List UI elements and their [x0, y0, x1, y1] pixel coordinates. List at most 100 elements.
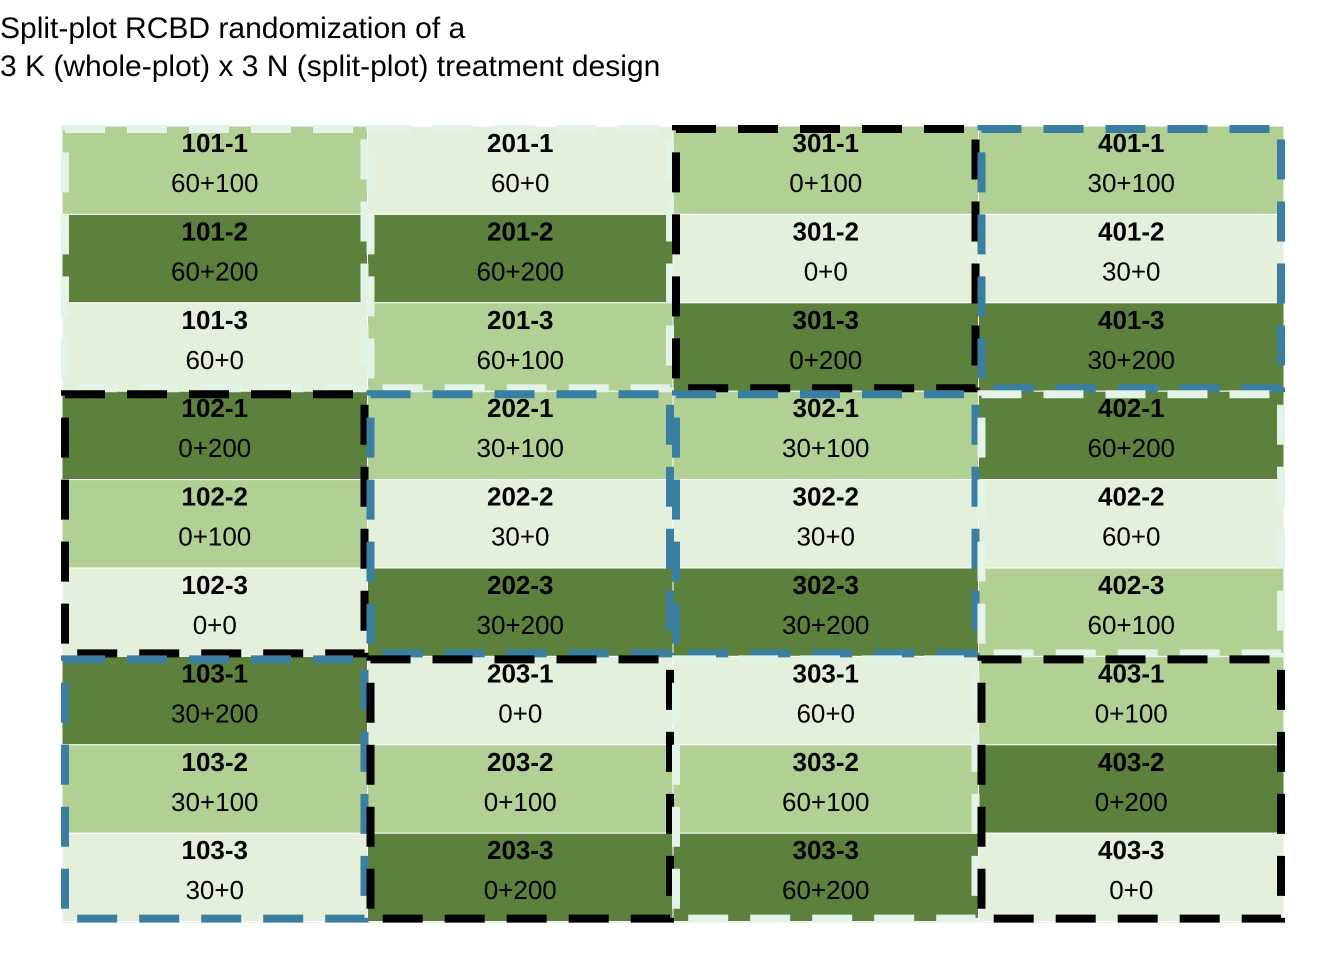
subplot-cell — [978, 479, 1285, 569]
treatment-label: 30+0 — [1102, 256, 1161, 286]
treatment-label: 0+200 — [484, 875, 557, 905]
subplot-cell — [672, 213, 979, 304]
subplot-id-label: 403-3 — [1098, 835, 1165, 865]
subplot-id-label: 203-3 — [487, 835, 554, 865]
treatment-label: 60+100 — [171, 168, 258, 198]
subplot-id-label: 103-3 — [182, 835, 249, 865]
treatment-label: 0+200 — [1095, 787, 1168, 817]
treatment-label: 0+100 — [178, 522, 251, 552]
subplot-cell — [978, 567, 1285, 657]
subplot-id-label: 401-3 — [1098, 305, 1165, 335]
subplot-id-label: 402-2 — [1098, 482, 1165, 512]
subplot-cell — [672, 832, 979, 923]
treatment-label: 30+0 — [491, 522, 550, 552]
subplot-cell — [367, 302, 674, 392]
subplot-id-label: 402-3 — [1098, 570, 1165, 600]
whole-plot-border-203 — [366, 655, 674, 923]
subplot-cell — [672, 567, 979, 657]
subplot-cell — [978, 655, 1285, 746]
treatment-label: 30+0 — [185, 875, 244, 905]
treatment-label: 60+200 — [1088, 433, 1175, 463]
whole-plot-border-302 — [672, 390, 980, 658]
subplot-id-label: 103-2 — [182, 747, 249, 777]
treatment-label: 30+200 — [1088, 345, 1175, 375]
treatment-label: 30+100 — [782, 433, 869, 463]
whole-plot-border-403 — [977, 655, 1285, 923]
treatment-label: 0+100 — [484, 787, 557, 817]
subplot-id-label: 101-1 — [182, 128, 249, 158]
title-line-1: Split-plot RCBD randomization of a — [0, 12, 466, 45]
subplot-id-label: 301-3 — [793, 305, 860, 335]
subplot-id-label: 202-1 — [487, 393, 554, 423]
subplot-id-label: 201-1 — [487, 128, 554, 158]
treatment-label: 0+0 — [498, 698, 542, 728]
subplot-id-label: 401-2 — [1098, 216, 1165, 246]
subplot-id-label: 402-1 — [1098, 393, 1165, 423]
treatment-label: 60+100 — [782, 787, 869, 817]
subplot-id-label: 302-1 — [793, 393, 860, 423]
subplot-cell — [672, 125, 979, 215]
treatment-label: 30+200 — [477, 610, 564, 640]
subplot-cell — [672, 479, 979, 569]
subplot-id-label: 403-1 — [1098, 658, 1165, 688]
subplot-id-label: 203-2 — [487, 747, 554, 777]
subplot-cell — [978, 125, 1285, 215]
treatment-label: 0+100 — [1095, 698, 1168, 728]
treatment-label: 60+0 — [491, 168, 550, 198]
treatment-label: 30+0 — [796, 522, 855, 552]
whole-plot-border-102 — [61, 390, 369, 658]
subplot-cell — [978, 744, 1285, 834]
subplot-id-label: 101-2 — [182, 216, 249, 246]
plot-title: Split-plot RCBD randomization of a 3 K (… — [0, 10, 660, 86]
treatment-label: 30+200 — [171, 698, 258, 728]
subplot-cell — [978, 832, 1285, 923]
subplot-id-label: 102-1 — [182, 393, 249, 423]
treatment-label: 0+100 — [789, 168, 862, 198]
subplot-id-label: 201-2 — [487, 216, 554, 246]
whole-plot-border-201 — [366, 125, 674, 393]
subplot-cell — [61, 567, 368, 657]
treatment-label: 0+200 — [178, 433, 251, 463]
treatment-label: 60+100 — [477, 345, 564, 375]
treatment-label: 60+200 — [782, 875, 869, 905]
subplot-cell — [61, 479, 368, 569]
subplot-cell — [61, 302, 368, 392]
treatment-label: 60+200 — [171, 256, 258, 286]
subplot-cell — [367, 213, 674, 304]
whole-plot-border-202 — [366, 390, 674, 658]
title-line-2: 3 K (whole-plot) x 3 N (split-plot) trea… — [0, 50, 661, 83]
subplot-cell — [672, 390, 979, 481]
treatment-label: 30+100 — [171, 787, 258, 817]
treatment-label: 0+0 — [193, 610, 237, 640]
subplot-id-label: 103-1 — [182, 658, 249, 688]
subplot-id-label: 101-3 — [182, 305, 249, 335]
whole-plot-border-103 — [61, 655, 369, 923]
whole-plot-border-101 — [61, 125, 369, 393]
subplot-cell — [978, 302, 1285, 392]
treatment-label: 30+100 — [1088, 168, 1175, 198]
treatment-label: 60+0 — [185, 345, 244, 375]
treatment-label: 0+0 — [1109, 875, 1153, 905]
subplot-id-label: 301-1 — [793, 128, 860, 158]
subplot-id-label: 102-3 — [182, 570, 249, 600]
whole-plot-border-401 — [977, 125, 1285, 393]
subplot-id-label: 202-2 — [487, 482, 554, 512]
subplot-id-label: 303-3 — [793, 835, 860, 865]
subplot-id-label: 301-2 — [793, 216, 860, 246]
subplot-cell — [367, 390, 674, 481]
whole-plot-border-303 — [672, 655, 980, 923]
treatment-label: 0+200 — [789, 345, 862, 375]
subplot-id-label: 302-2 — [793, 482, 860, 512]
treatment-label: 30+100 — [477, 433, 564, 463]
treatment-label: 60+0 — [1102, 522, 1161, 552]
subplot-id-label: 401-1 — [1098, 128, 1165, 158]
subplot-cell — [672, 655, 979, 746]
subplot-id-label: 403-2 — [1098, 747, 1165, 777]
subplot-id-label: 302-3 — [793, 570, 860, 600]
subplot-cell — [672, 744, 979, 834]
whole-plot-border-301 — [672, 125, 980, 393]
treatment-label: 60+100 — [1088, 610, 1175, 640]
whole-plot-border-402 — [977, 390, 1285, 658]
subplot-id-label: 201-3 — [487, 305, 554, 335]
